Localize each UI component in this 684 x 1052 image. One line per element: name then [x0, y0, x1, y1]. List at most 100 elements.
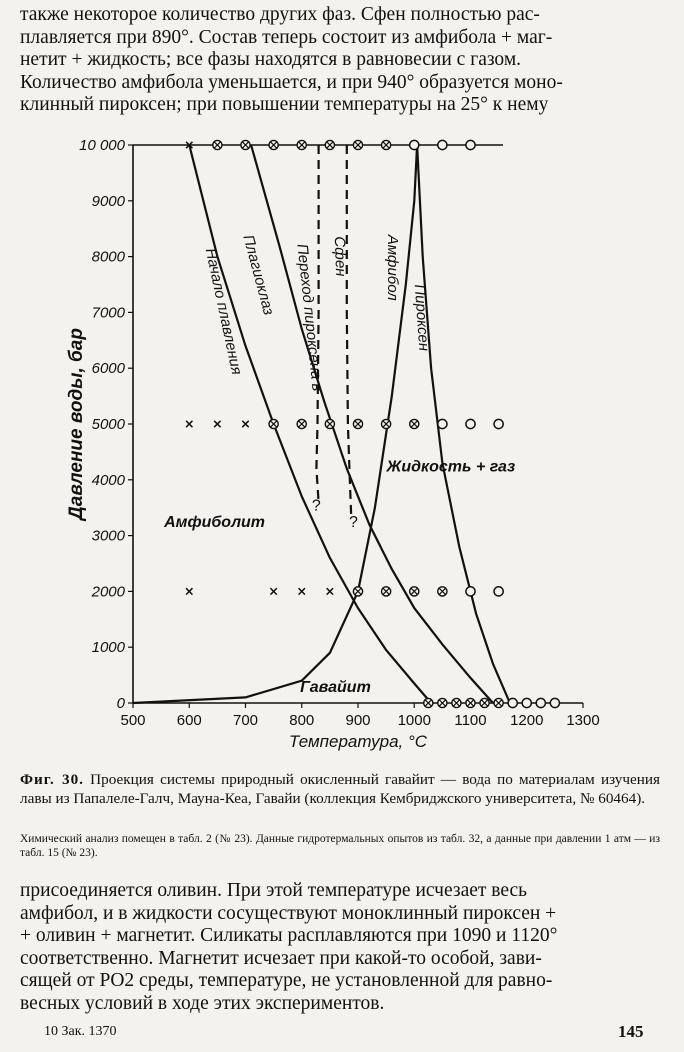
- x-axis-label: Температура, °С: [289, 732, 428, 751]
- footer-printer-mark: 10 Зак. 1370: [44, 1024, 117, 1039]
- data-point: [507, 697, 519, 709]
- y-tick-label: 1000: [92, 639, 126, 656]
- circle-cross-inner: [298, 420, 306, 428]
- figure-caption: Фиг. 30. Проекция системы природный окис…: [20, 770, 660, 808]
- x-tick-label: 600: [177, 712, 202, 729]
- phase-boundary-curve: [315, 145, 320, 503]
- data-point: [465, 139, 476, 151]
- region-label: Жидкость + газ: [385, 458, 515, 475]
- chart-curves: [132, 144, 511, 705]
- data-point: [465, 418, 476, 430]
- phase-boundary-curve: [132, 144, 419, 705]
- curve-label: Сфен: [331, 236, 349, 277]
- circle-cross-inner: [354, 420, 362, 428]
- open-circle-marker: [408, 139, 420, 151]
- circle-cross-inner: [326, 420, 334, 428]
- region-label: Гавайит: [300, 679, 371, 696]
- x-tick-label: 1200: [510, 712, 543, 729]
- data-point: [408, 586, 420, 597]
- text-line: клинный пироксен; при повышении температ…: [20, 94, 549, 115]
- y-tick-label: 9000: [92, 193, 126, 210]
- open-circle-marker: [535, 697, 547, 709]
- data-point: [437, 697, 448, 709]
- phase-boundary-curve: [345, 145, 353, 519]
- data-point: [298, 587, 306, 596]
- cross-marker: [185, 141, 193, 149]
- paragraph-top: также некоторое количество других фаз. С…: [20, 4, 660, 117]
- open-circle-marker: [465, 418, 476, 430]
- y-tick-label: 2000: [91, 583, 126, 600]
- open-circle-marker: [493, 418, 504, 430]
- figure-note: Химический анализ помещен в табл. 2 (№ 2…: [20, 833, 660, 859]
- data-point: [185, 141, 193, 149]
- circle-cross-inner: [270, 420, 278, 428]
- y-tick-label: 0: [117, 695, 126, 712]
- data-point: [326, 587, 334, 596]
- uncertainty-mark: ?: [349, 514, 358, 531]
- x-tick-label: 500: [120, 712, 145, 729]
- x-tick-label: 1000: [398, 712, 431, 729]
- data-point: [493, 697, 504, 709]
- data-point: [479, 697, 490, 709]
- data-point: [408, 139, 420, 151]
- open-circle-marker: [549, 697, 561, 709]
- circle-cross-inner: [241, 141, 250, 149]
- text-line: амфибол, и в жидкости сосуществуют монок…: [20, 902, 557, 924]
- data-point: [437, 139, 448, 151]
- open-circle-marker: [493, 586, 504, 597]
- data-point: [185, 420, 193, 428]
- data-point: [465, 586, 476, 597]
- y-axis-label: Давление воды, бар: [66, 328, 87, 522]
- circle-cross-inner: [354, 141, 362, 149]
- data-point: [185, 587, 193, 596]
- y-tick-label: 10 000: [79, 137, 126, 154]
- circle-cross-inner: [354, 587, 362, 596]
- text-line: нетит + жидкость; все фазы находятся в р…: [20, 49, 522, 70]
- cross-marker: [269, 587, 278, 596]
- text-line: весных условий в ходе этих экспериментов…: [20, 992, 385, 1014]
- text-line: плавляется при 890°. Состав теперь состо…: [20, 26, 553, 48]
- open-circle-marker: [465, 586, 476, 597]
- cross-marker: [185, 420, 193, 428]
- circle-cross-inner: [382, 141, 390, 149]
- region-label: Амфиболит: [163, 514, 265, 531]
- data-point: [268, 418, 279, 430]
- cross-marker: [185, 587, 193, 596]
- circle-cross-inner: [382, 420, 390, 428]
- data-point: [437, 418, 448, 430]
- data-point: [269, 587, 278, 596]
- x-tick-label: 1100: [454, 712, 486, 729]
- phase-boundary-curve: [188, 144, 432, 704]
- data-point: [296, 139, 308, 151]
- data-point: [408, 418, 420, 430]
- data-point: [451, 697, 462, 709]
- x-tick-label: 800: [289, 712, 314, 729]
- circle-cross-inner: [382, 587, 390, 596]
- open-circle-marker: [437, 139, 448, 151]
- circle-cross-inner: [326, 141, 334, 149]
- open-circle-marker: [437, 418, 448, 430]
- x-tick-label: 900: [345, 712, 370, 729]
- cross-marker: [326, 587, 334, 596]
- text-line: соответственно. Магнетит исчезает при ка…: [20, 947, 542, 969]
- chart-axes: 0 1000 2000 3000 4000 5000 6000 7000 8000 9000 10 …: [66, 137, 600, 751]
- open-circle-marker: [507, 697, 519, 709]
- data-point: [380, 418, 392, 430]
- text-line: Количество амфибола уменьшается, и при 9…: [20, 71, 563, 93]
- curve-label: Пироксен: [411, 284, 433, 352]
- x-tick-label: 700: [233, 712, 258, 729]
- y-tick-label: 8000: [92, 249, 126, 266]
- data-point: [352, 586, 364, 597]
- curve-label: Амфибол: [384, 234, 401, 301]
- data-point: [213, 420, 222, 428]
- text-line: сящей от PO2 среды, температуре, не уста…: [20, 970, 553, 991]
- x-tick-label: 1300: [566, 712, 599, 729]
- circle-cross-inner: [466, 699, 475, 707]
- figure-label: Фиг. 30.: [20, 771, 84, 788]
- circle-cross-inner: [424, 699, 432, 707]
- text-line: + оливин + магнетит. Силикаты расплавляю…: [20, 925, 558, 946]
- chart-points: [185, 139, 561, 709]
- data-point: [380, 139, 392, 151]
- data-point: [241, 420, 250, 428]
- y-tick-label: 6000: [92, 360, 126, 377]
